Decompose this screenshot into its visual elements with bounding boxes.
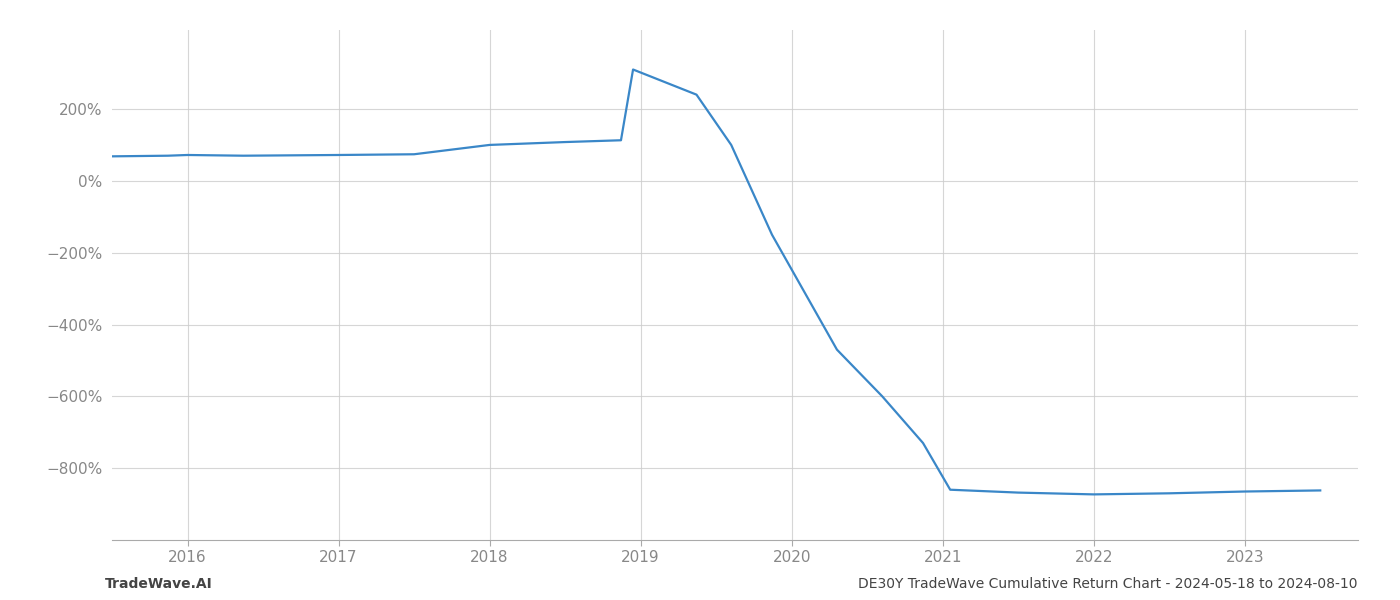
Text: TradeWave.AI: TradeWave.AI — [105, 577, 213, 591]
Text: DE30Y TradeWave Cumulative Return Chart - 2024-05-18 to 2024-08-10: DE30Y TradeWave Cumulative Return Chart … — [858, 577, 1358, 591]
